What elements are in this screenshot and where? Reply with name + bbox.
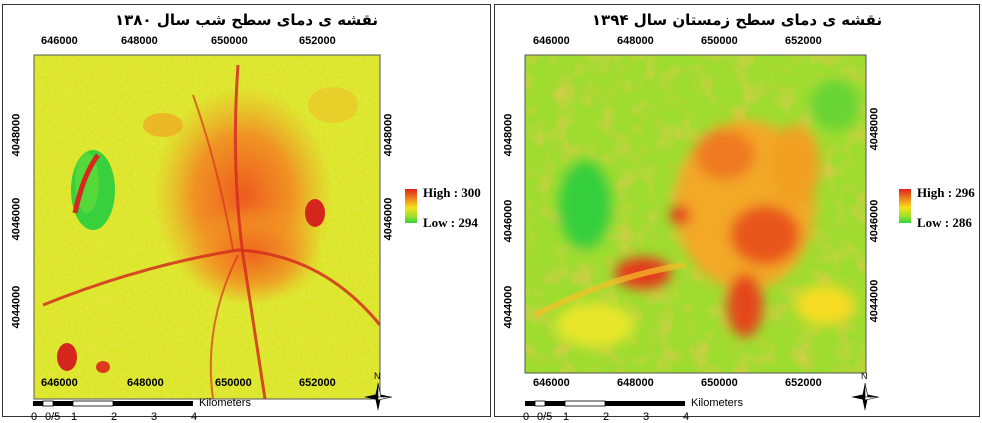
scale-bar-graphic [525,400,685,407]
x-tick-bottom: 646000 [533,377,570,389]
x-tick-bottom: 648000 [617,377,654,389]
x-tick-top: 650000 [701,35,738,47]
legend-color-ramp [405,189,417,223]
scale-unit: Kilometers [199,397,251,409]
north-label: N [861,371,868,381]
lst-map-1394 [524,54,867,374]
y-tick-left: 4046000 [10,197,23,241]
scale-unit: Kilometers [691,397,743,409]
scale-label: 0 [523,411,530,423]
x-tick-top: 650000 [211,35,248,47]
scale-label: 0 [31,411,38,423]
x-tick-top: 652000 [299,35,336,47]
legend-high: High : 300 [423,185,481,200]
x-tick-bottom: 652000 [785,377,822,389]
legend-low: Low : 294 [423,215,478,230]
scale-label: 0/5 [537,411,553,423]
legend-high: High : 296 [917,185,975,200]
legend-low: Low : 286 [917,215,972,230]
scale-label: 4 [683,411,690,423]
scale-bar: Kilometers 0 0/5 1 2 3 4 [31,397,273,423]
scale-label: 4 [191,411,198,423]
x-tick-top: 648000 [617,35,654,47]
north-label: N [374,371,381,381]
scale-label: 1 [563,411,570,423]
scale-label: 3 [643,411,650,423]
scale-label: 3 [151,411,158,423]
y-tick-left: 4044000 [10,285,23,329]
y-tick-right: 4046000 [868,199,881,243]
y-tick-left: 4046000 [502,199,515,243]
map-panel-1394-winter: نقشه ی دمای سطح زمستان سال ۱۳۹۴ [494,4,980,423]
x-tick-bottom: 646000 [41,377,78,389]
x-tick-bottom: 652000 [299,377,336,389]
y-tick-left: 4048000 [502,113,515,157]
north-arrow: N [845,371,885,417]
scale-bar-graphic [33,400,193,407]
x-tick-top: 646000 [41,35,78,47]
y-tick-right: 4048000 [382,113,395,157]
map-panel-1380-night: نقشه ی دمای سطح شب سال ۱۳۸۰ [2,4,491,423]
lst-map-1380 [33,54,381,400]
x-tick-top: 652000 [785,35,822,47]
y-tick-right: 4044000 [868,279,881,323]
scale-label: 2 [603,411,610,423]
map-title: نقشه ی دمای سطح شب سال ۱۳۸۰ [114,11,379,29]
scale-label: 0/5 [45,411,61,423]
y-tick-right: 4048000 [868,107,881,151]
scale-bar: Kilometers 0 0/5 1 2 3 4 [523,397,765,423]
x-tick-bottom: 648000 [127,377,164,389]
y-tick-left: 4048000 [10,113,23,157]
north-arrow-icon [364,382,393,411]
scale-label: 1 [71,411,78,423]
x-tick-bottom: 650000 [701,377,738,389]
map-title: نقشه ی دمای سطح زمستان سال ۱۳۹۴ [591,11,883,29]
legend-color-ramp [899,189,911,223]
y-tick-left: 4044000 [502,285,515,329]
scale-label: 2 [111,411,118,423]
x-tick-bottom: 650000 [215,377,252,389]
x-tick-top: 648000 [121,35,158,47]
north-arrow-icon [851,382,880,411]
x-tick-top: 646000 [533,35,570,47]
north-arrow: N [358,371,398,417]
y-tick-right: 4046000 [382,197,395,241]
